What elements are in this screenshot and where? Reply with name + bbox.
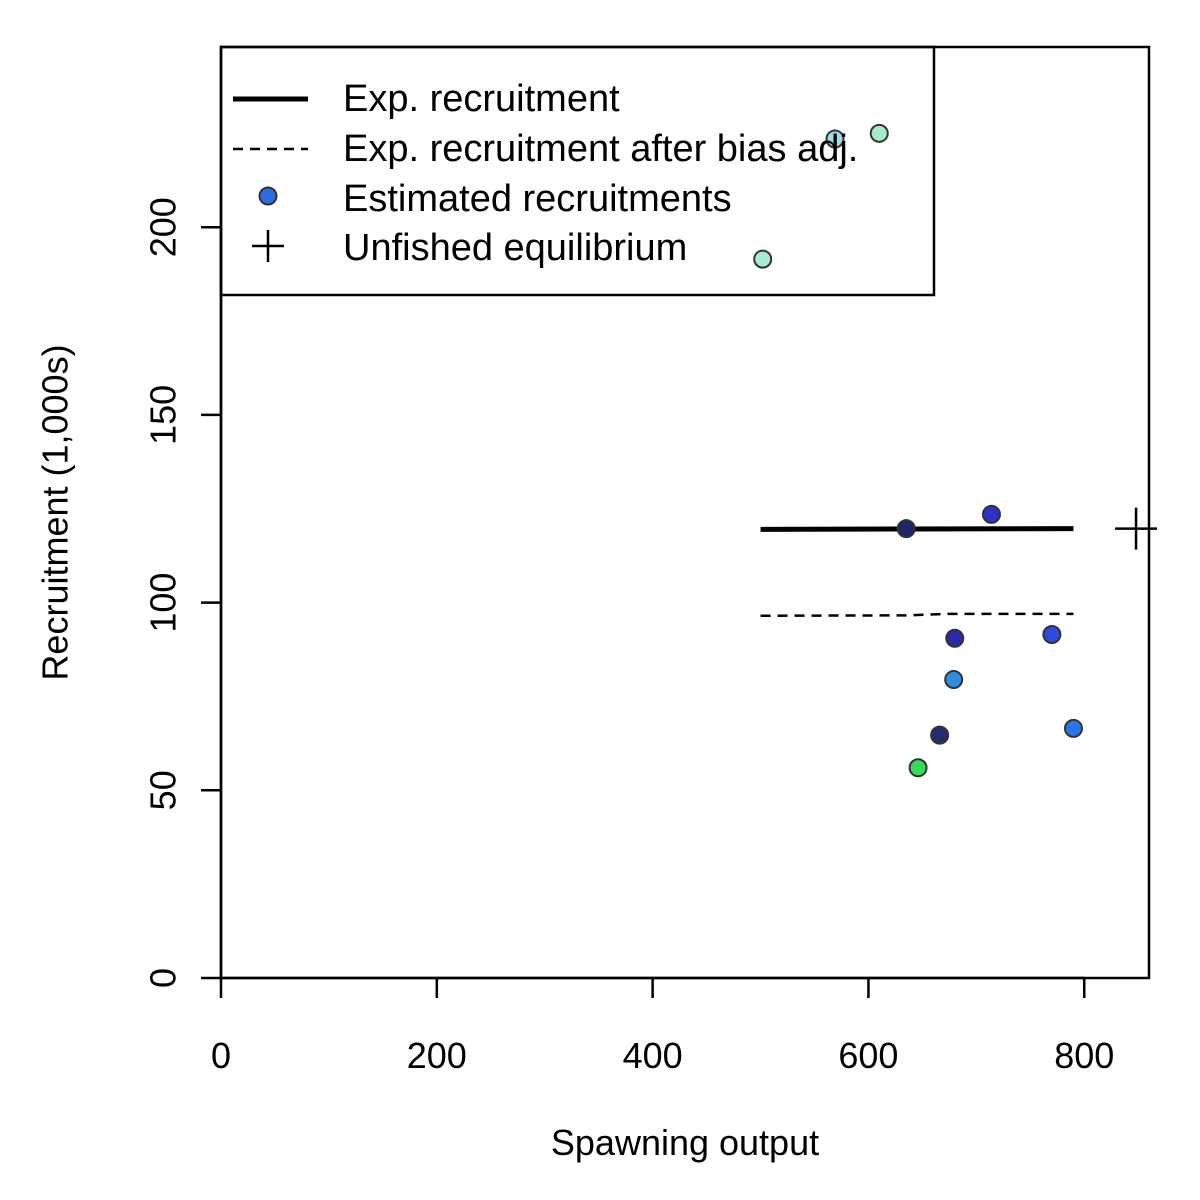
y-tick-label: 0 — [143, 968, 184, 988]
legend-item: Exp. recruitment after bias adj. — [233, 128, 858, 170]
x-tick-label: 200 — [407, 1035, 467, 1076]
legend-item: Unfished equilibrium — [252, 227, 687, 269]
y-tick-label: 200 — [143, 197, 184, 257]
x-tick-label: 0 — [211, 1035, 231, 1076]
y-tick-label: 100 — [143, 573, 184, 633]
recruitment-point — [981, 504, 1001, 524]
recruitment-point — [908, 758, 928, 778]
legend: Exp. recruitment Exp. recruitment after b… — [219, 45, 936, 297]
x-tick-label: 600 — [838, 1035, 898, 1076]
recruitment-point — [945, 628, 965, 648]
x-axis-label: Spawning output — [551, 1122, 819, 1163]
legend-item: Estimated recruitments — [258, 178, 732, 220]
recruitment-point — [930, 725, 950, 745]
expected-recruitment-line — [760, 526, 1074, 532]
y-axis-label: Recruitment (1,000s) — [35, 344, 76, 680]
recruitment-point — [1063, 718, 1083, 738]
recruitment-point — [944, 670, 964, 690]
y-tick-label: 50 — [143, 770, 184, 810]
recruitment-point — [753, 249, 773, 269]
x-tick-label: 800 — [1054, 1035, 1114, 1076]
legend-label: Unfished equilibrium — [343, 227, 687, 269]
y-tick-label: 150 — [143, 385, 184, 445]
bias-adjusted-recruitment-line — [760, 612, 1074, 617]
recruitment-point — [896, 519, 916, 539]
recruitment-point — [825, 129, 845, 149]
recruitment-point — [869, 123, 889, 143]
legend-box — [219, 45, 936, 297]
series-layer — [753, 123, 1158, 778]
legend-label: Exp. recruitment — [343, 78, 620, 120]
legend-item: Exp. recruitment — [233, 78, 620, 120]
legend-symbol-circle — [258, 186, 278, 206]
legend-label: Estimated recruitments — [343, 178, 732, 220]
recruitment-point — [1042, 625, 1062, 645]
x-tick-label: 400 — [623, 1035, 683, 1076]
legend-label: Exp. recruitment after bias adj. — [343, 128, 858, 170]
